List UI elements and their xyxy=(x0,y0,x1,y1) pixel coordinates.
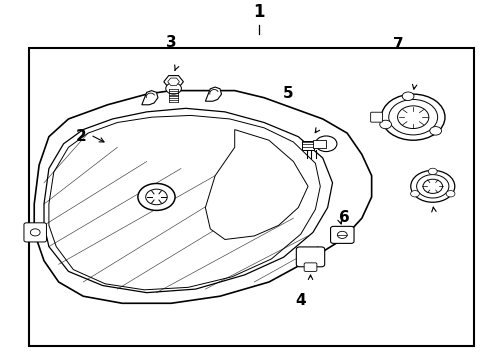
Circle shape xyxy=(422,179,442,193)
Polygon shape xyxy=(142,91,158,105)
FancyBboxPatch shape xyxy=(370,112,382,122)
Polygon shape xyxy=(49,116,320,290)
Circle shape xyxy=(429,127,441,135)
Circle shape xyxy=(445,190,454,197)
Text: 4: 4 xyxy=(295,293,305,308)
Polygon shape xyxy=(44,108,332,293)
FancyBboxPatch shape xyxy=(301,141,314,150)
Circle shape xyxy=(379,120,391,129)
FancyBboxPatch shape xyxy=(312,140,325,148)
Circle shape xyxy=(410,170,454,202)
FancyBboxPatch shape xyxy=(330,226,353,243)
Circle shape xyxy=(315,136,336,152)
Bar xyxy=(29,48,473,346)
Text: 5: 5 xyxy=(283,86,293,101)
Polygon shape xyxy=(205,130,307,239)
Circle shape xyxy=(388,99,437,135)
Circle shape xyxy=(397,106,428,129)
Circle shape xyxy=(416,175,448,198)
Polygon shape xyxy=(205,87,221,101)
FancyBboxPatch shape xyxy=(24,223,46,242)
Circle shape xyxy=(402,92,413,100)
FancyBboxPatch shape xyxy=(304,263,316,271)
Circle shape xyxy=(410,190,419,197)
Text: 6: 6 xyxy=(339,210,349,225)
Circle shape xyxy=(337,231,346,238)
FancyBboxPatch shape xyxy=(296,247,324,267)
Circle shape xyxy=(165,83,181,94)
Text: 3: 3 xyxy=(165,35,176,50)
Circle shape xyxy=(381,94,444,140)
Text: 1: 1 xyxy=(253,4,264,22)
Text: 7: 7 xyxy=(392,37,403,51)
Polygon shape xyxy=(34,91,371,303)
Circle shape xyxy=(138,184,175,210)
Text: 2: 2 xyxy=(75,129,86,144)
Circle shape xyxy=(30,229,40,236)
Circle shape xyxy=(145,189,167,205)
Circle shape xyxy=(427,168,436,175)
Text: 8: 8 xyxy=(431,171,442,186)
